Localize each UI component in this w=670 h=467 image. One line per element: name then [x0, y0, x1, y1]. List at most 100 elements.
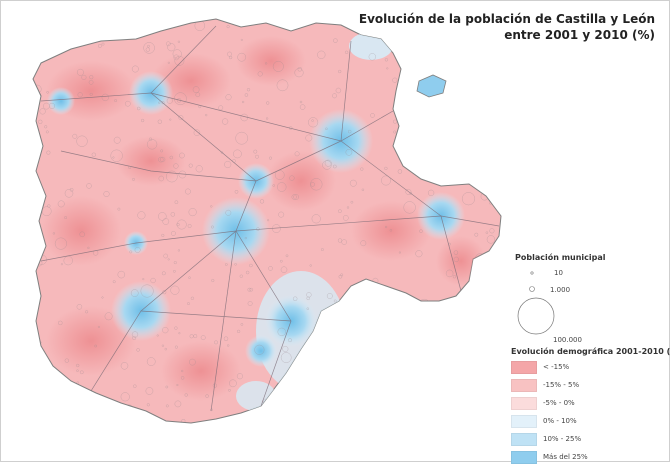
municipality-circle [485, 58, 490, 63]
municipality-circle [64, 381, 69, 385]
municipality-circle [496, 306, 500, 311]
population-legend-heading: Población municipal [515, 253, 606, 262]
municipality-circle [360, 240, 367, 247]
municipality-circle [157, 119, 162, 124]
municipality-circle [276, 79, 289, 92]
municipality-circle [210, 225, 214, 229]
municipality-circle [179, 152, 185, 159]
municipality-circle [129, 250, 133, 254]
municipality-circle [340, 273, 344, 277]
municipality-circle [41, 206, 52, 216]
municipality-circle [445, 269, 454, 278]
municipality-circle [457, 375, 460, 378]
municipality-circle [389, 229, 393, 232]
legend-label: 10% - 25% [543, 435, 582, 443]
municipality-circle [441, 171, 446, 176]
population-legend-circles [517, 271, 555, 335]
municipality-circle [272, 224, 281, 233]
municipality-circle [173, 261, 177, 265]
municipality-circle [346, 206, 350, 209]
municipality-circle [148, 137, 153, 141]
municipality-circle [150, 277, 156, 284]
municipality-circle [259, 199, 265, 204]
municipality-circle [256, 227, 260, 231]
municipality-circle [439, 163, 443, 167]
municipality-circle [49, 102, 56, 109]
municipality-circle [269, 156, 273, 160]
municipality-circle [178, 170, 187, 179]
municipality-circle [299, 100, 303, 104]
municipality-circle [222, 118, 229, 125]
evolution-legend-row: -5% - 0% [511, 395, 669, 411]
municipality-circle [162, 327, 169, 334]
municipality-circle [274, 170, 285, 180]
municipality-circle [235, 131, 248, 145]
municipality-circle [487, 288, 490, 291]
municipality-circle [195, 165, 203, 173]
municipality-circle [135, 26, 139, 29]
municipality-circle [176, 219, 187, 230]
municipality-circle [429, 136, 432, 139]
legend-label: 0% - 10% [543, 417, 577, 425]
municipality-circle [112, 156, 115, 159]
municipality-circle [91, 152, 96, 157]
municipality-circle [413, 371, 427, 385]
municipality-circle [101, 42, 105, 46]
municipality-circle [184, 188, 191, 195]
municipality-circle [76, 135, 88, 147]
municipality-circle [479, 59, 485, 65]
legend-label: Más del 25% [543, 453, 588, 461]
municipality-circle [89, 92, 93, 96]
circle-1000 [529, 286, 535, 292]
municipality-circle [224, 160, 232, 168]
municipality-circle [394, 399, 397, 402]
municipality-circle [44, 125, 48, 129]
municipality-circle [172, 49, 182, 59]
municipality-circle [120, 362, 129, 370]
municipality-circle [470, 118, 476, 124]
evolution-legend-row: < -15% [511, 359, 669, 375]
municipality-circle [120, 26, 124, 30]
municipality-circle [212, 383, 217, 388]
municipality-circle [363, 416, 369, 422]
municipality-circle [393, 119, 398, 124]
municipality-circle [257, 71, 263, 77]
municipality-circle [436, 375, 440, 379]
municipality-circle [92, 250, 99, 256]
municipality-circle [205, 394, 209, 398]
municipality-circle [112, 280, 116, 284]
municipality-circle [174, 345, 178, 349]
exclave [416, 74, 447, 98]
municipality-circle [60, 263, 63, 266]
municipality-circle [120, 392, 130, 402]
municipality-circle [188, 208, 197, 217]
municipality-circle [381, 175, 391, 186]
legend-swatch [511, 360, 537, 374]
municipality-circle [297, 67, 302, 72]
municipality-circle [131, 331, 139, 338]
municipality-circle [167, 43, 176, 52]
municipality-circle [156, 334, 159, 337]
legend-label: < -15% [543, 363, 570, 371]
municipality-circle [39, 108, 46, 115]
municipality-circle [335, 87, 342, 94]
municipality-circle [58, 320, 63, 326]
municipality-circle [240, 323, 244, 326]
circle-100000 [517, 297, 555, 335]
municipality-circle [345, 50, 349, 54]
municipality-circle [192, 86, 200, 93]
municipality-circle [170, 230, 176, 236]
municipality-circle [342, 379, 347, 384]
municipality-circle [236, 373, 243, 380]
municipality-circle [136, 106, 141, 111]
municipality-circle [128, 34, 132, 38]
municipality-circle [165, 385, 169, 389]
municipality-circle [279, 259, 283, 263]
municipality-circle [498, 169, 501, 175]
municipality-circle [355, 325, 364, 334]
municipality-circle [249, 287, 253, 292]
municipality-circle [97, 325, 100, 328]
municipality-circle [397, 169, 403, 174]
legend-swatch [511, 396, 537, 410]
